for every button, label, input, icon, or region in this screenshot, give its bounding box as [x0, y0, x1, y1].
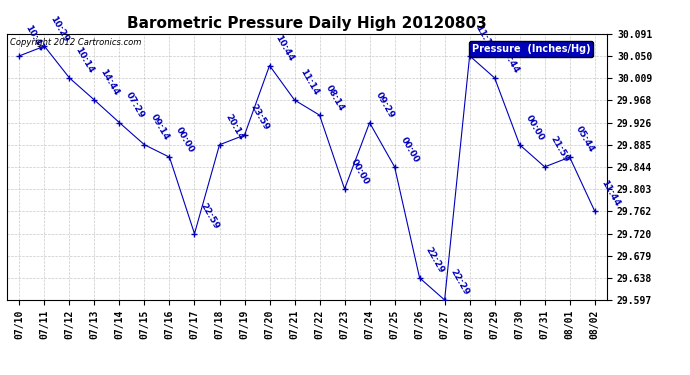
- Text: 22:29: 22:29: [424, 246, 446, 275]
- Text: 14:44: 14:44: [99, 68, 121, 97]
- Text: 09:14: 09:14: [148, 112, 171, 142]
- Text: 20:14: 20:14: [224, 113, 246, 142]
- Text: 00:00: 00:00: [524, 113, 546, 142]
- Text: 11:14: 11:14: [299, 68, 321, 97]
- Legend: Pressure  (Inches/Hg): Pressure (Inches/Hg): [469, 41, 593, 57]
- Text: 08:14: 08:14: [324, 83, 346, 112]
- Text: 22:29: 22:29: [448, 268, 471, 297]
- Text: 22:59: 22:59: [199, 201, 221, 231]
- Text: 10:14: 10:14: [74, 46, 96, 75]
- Text: Copyright 2012 Cartronics.com: Copyright 2012 Cartronics.com: [10, 38, 141, 47]
- Text: 21:59: 21:59: [549, 135, 571, 164]
- Text: 00:00: 00:00: [174, 126, 195, 154]
- Text: 09:29: 09:29: [374, 90, 396, 120]
- Text: 23:59: 23:59: [248, 103, 271, 132]
- Text: 11:14: 11:14: [474, 24, 496, 53]
- Text: 10:44: 10:44: [23, 24, 46, 53]
- Text: 00:00: 00:00: [399, 135, 421, 164]
- Text: 10:44: 10:44: [274, 33, 296, 63]
- Text: 11:44: 11:44: [599, 179, 621, 208]
- Text: 00:00: 00:00: [348, 158, 371, 186]
- Text: 07:29: 07:29: [124, 90, 146, 120]
- Text: 10:29: 10:29: [48, 14, 70, 44]
- Title: Barometric Pressure Daily High 20120803: Barometric Pressure Daily High 20120803: [127, 16, 487, 31]
- Text: 06:44: 06:44: [499, 46, 521, 75]
- Text: 05:44: 05:44: [574, 125, 596, 154]
